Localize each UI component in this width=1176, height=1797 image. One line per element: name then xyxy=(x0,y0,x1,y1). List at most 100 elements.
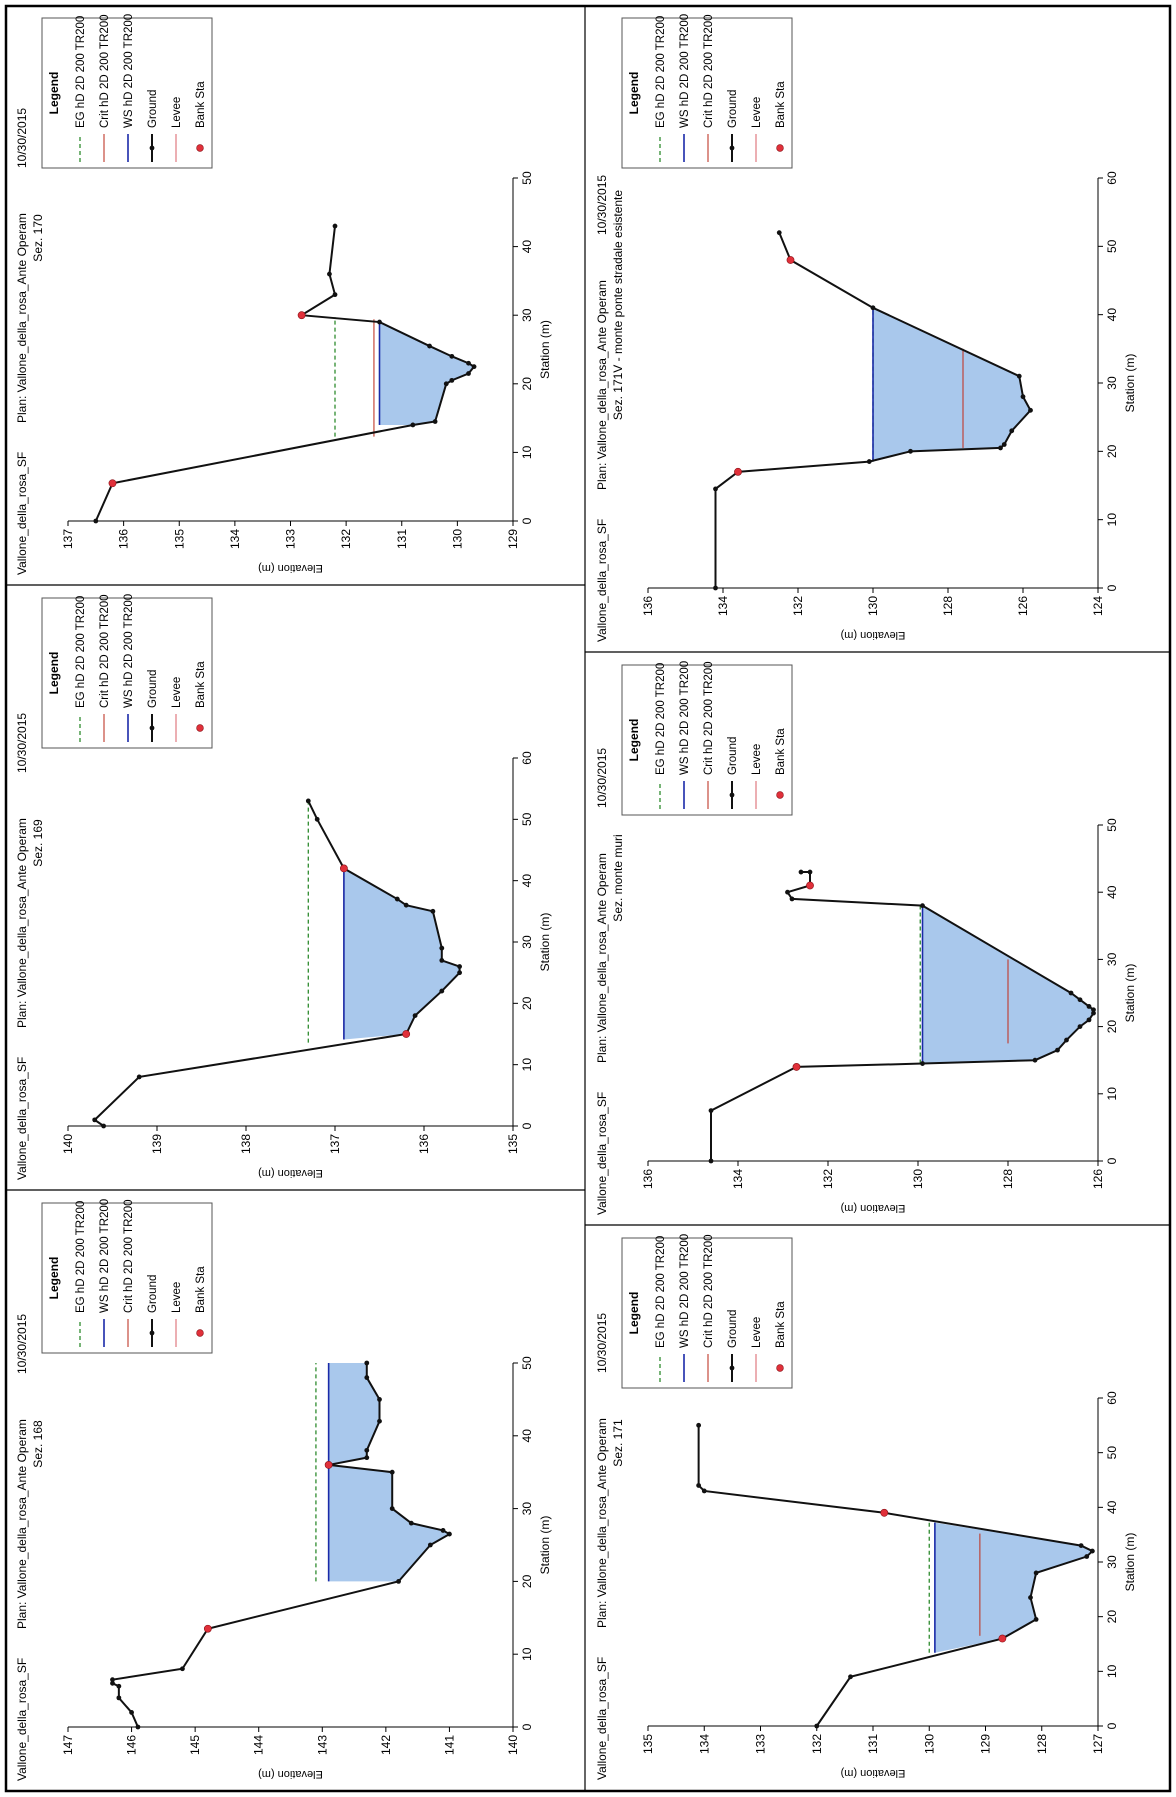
legend-title: Legend xyxy=(47,652,61,695)
x-tick-label: 30 xyxy=(520,1502,534,1516)
legend-label: WS hD 2D 200 TR200 xyxy=(123,14,135,128)
y-axis-label: Elevation (m) xyxy=(841,1767,906,1779)
ground-point xyxy=(394,896,400,902)
legend-bank-swatch xyxy=(196,1329,204,1337)
legend: Legend EG hD 2D 200 TR200 Crit hD 2D 200 T… xyxy=(41,594,213,749)
legend-title: Legend xyxy=(627,1292,641,1335)
y-tick-label: 126 xyxy=(1091,1169,1105,1189)
ground-point xyxy=(908,448,913,454)
ground-point xyxy=(129,1710,134,1715)
legend-label: Ground xyxy=(147,670,159,708)
y-tick-label: 131 xyxy=(866,1734,880,1754)
ground-point xyxy=(1084,1554,1090,1559)
legend-label: Levee xyxy=(171,677,183,708)
legend-swatch xyxy=(196,144,204,152)
header-left: Vallone_della_rosa_SF xyxy=(595,1092,609,1215)
legend-title: Legend xyxy=(47,72,61,115)
y-tick-label: 140 xyxy=(61,1134,75,1154)
ground-point xyxy=(701,1488,707,1494)
ground-point xyxy=(1033,1616,1039,1622)
ground-point xyxy=(807,869,813,875)
ground-point xyxy=(110,1677,115,1683)
legend-label: Ground xyxy=(727,737,739,775)
y-tick-label: 139 xyxy=(150,1134,164,1154)
x-tick-label: 40 xyxy=(1105,1500,1119,1514)
ground-point xyxy=(457,964,463,969)
legend-label: Ground xyxy=(727,90,739,128)
y-tick-label: 140 xyxy=(506,1735,520,1755)
x-tick-label: 40 xyxy=(520,240,534,254)
ground-point xyxy=(180,1666,185,1672)
ground-point xyxy=(1028,407,1033,413)
y-tick-label: 134 xyxy=(228,529,242,549)
legend-ground-dot xyxy=(729,145,735,151)
legend: Legend EG hD 2D 200 TR200 WS hD 2D 200 TR2… xyxy=(41,1199,213,1354)
y-tick-label: 147 xyxy=(61,1735,75,1755)
ground-point xyxy=(1020,394,1026,400)
y-tick-label: 131 xyxy=(395,529,409,549)
ground-point xyxy=(443,381,449,387)
legend-bank-swatch xyxy=(196,144,204,152)
y-axis-label: Elevation (m) xyxy=(258,1167,323,1179)
water-area xyxy=(873,307,1031,462)
x-tick-label: 50 xyxy=(1105,818,1119,832)
header-plan: Plan: Vallone_della_rosa_Ante Operam xyxy=(595,280,609,490)
ground-point xyxy=(1077,997,1083,1003)
legend-label: Crit hD 2D 200 TR200 xyxy=(99,594,111,708)
ground-point xyxy=(427,343,432,349)
ground-point xyxy=(708,1108,714,1113)
ground-point xyxy=(432,419,438,424)
ground-point xyxy=(1086,1004,1092,1009)
legend-label: Levee xyxy=(751,1317,763,1348)
ground-point xyxy=(439,988,445,994)
ground-point xyxy=(471,364,477,370)
ground-point xyxy=(920,903,925,909)
ground-point xyxy=(776,230,782,236)
legend-label: Bank Sta xyxy=(775,81,787,128)
ground-point xyxy=(110,1680,115,1686)
ground-point xyxy=(439,945,445,951)
water-area xyxy=(934,1522,1093,1653)
bank-sta-point xyxy=(734,467,742,476)
legend-box xyxy=(621,664,793,816)
ground-point xyxy=(314,816,320,822)
legend-ground-dot xyxy=(149,1330,155,1336)
ground-point xyxy=(1028,1595,1033,1600)
legend-swatch xyxy=(149,1319,155,1347)
ground-point xyxy=(377,1396,382,1402)
section-title: Sez. 171V - monte ponte stradale esisten… xyxy=(611,190,625,420)
legend-swatch xyxy=(776,1364,784,1372)
x-tick-label: 40 xyxy=(1105,885,1119,899)
ground-point xyxy=(1068,990,1074,996)
legend-label: Bank Sta xyxy=(775,728,787,775)
y-tick-label: 141 xyxy=(442,1735,456,1755)
ground-point xyxy=(305,798,311,804)
x-tick-label: 30 xyxy=(1105,1555,1119,1569)
legend-ground-dot xyxy=(729,1365,735,1371)
y-tick-label: 137 xyxy=(328,1134,342,1154)
header-left: Vallone_della_rosa_SF xyxy=(15,1658,29,1781)
bank-sta-point xyxy=(339,864,348,873)
ground-point xyxy=(1055,1047,1060,1053)
legend-swatch xyxy=(196,1329,204,1337)
header-date: 10/30/2015 xyxy=(595,175,609,235)
ground-point xyxy=(364,1375,370,1380)
x-tick-label: 10 xyxy=(520,445,534,459)
ground-point xyxy=(389,1506,395,1511)
ground-point xyxy=(364,1447,370,1453)
ground-line xyxy=(111,1363,452,1728)
ground-point xyxy=(1064,1037,1069,1043)
bank-sta-point xyxy=(203,1624,212,1633)
legend-label: Ground xyxy=(727,1310,739,1348)
ground-point xyxy=(101,1123,106,1129)
bank-sta-point xyxy=(297,311,306,320)
ground-point xyxy=(136,1074,142,1080)
legend-label: Crit hD 2D 200 TR200 xyxy=(99,14,111,128)
x-tick-label: 0 xyxy=(520,1122,534,1129)
y-tick-label: 129 xyxy=(506,529,520,549)
x-tick-label: 30 xyxy=(1105,376,1119,390)
y-tick-label: 144 xyxy=(252,1735,266,1755)
y-tick-label: 134 xyxy=(731,1169,745,1189)
x-tick-label: 0 xyxy=(520,1723,534,1730)
